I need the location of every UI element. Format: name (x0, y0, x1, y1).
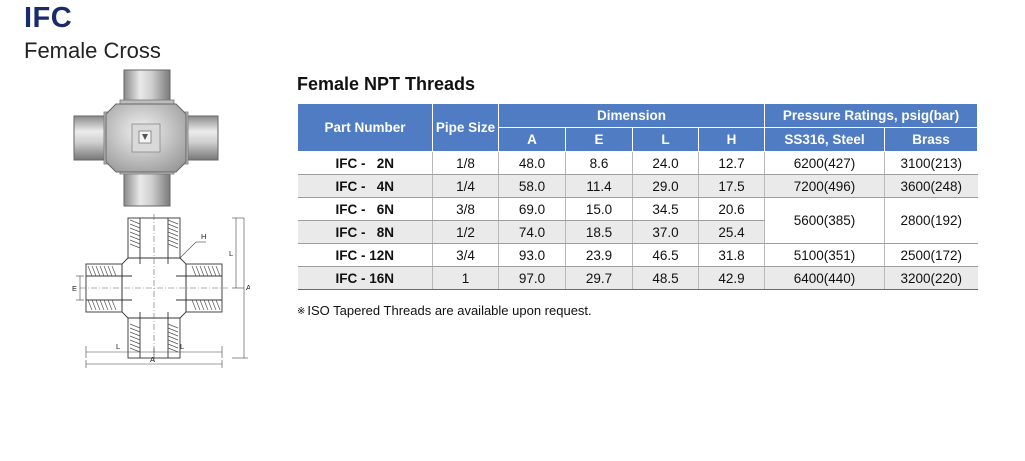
header-e: E (565, 127, 633, 152)
cell-pipe: 1 (432, 266, 499, 290)
cell-l: 37.0 (632, 220, 699, 244)
cell-brass: 2500(172) (884, 243, 978, 267)
cell-h: 20.6 (697, 197, 765, 221)
note-mark: ※ (297, 306, 306, 317)
cell-pipe: 3/8 (432, 197, 499, 221)
table-row: IFC - 4N 1/4 58.0 11.4 29.0 17.5 7200(49… (297, 174, 978, 198)
dim-label-h: H (201, 232, 206, 241)
table-row: IFC - 16N 1 97.0 29.7 48.5 42.9 6400(440… (297, 266, 978, 290)
cell-ss316: 6200(427) (764, 151, 885, 175)
section-title: Female NPT Threads (297, 74, 476, 94)
cell-pipe: 3/4 (432, 243, 499, 267)
cell-pipe: 1/8 (432, 151, 499, 175)
cell-part: IFC - 2N (297, 151, 433, 175)
product-code: IFC (24, 2, 73, 34)
table-row: IFC - 8N 1/2 74.0 18.5 37.0 25.4 (297, 220, 978, 244)
cell-part: IFC - 4N (297, 174, 433, 198)
cell-part: IFC - 8N (297, 220, 433, 244)
header-brass: Brass (884, 127, 979, 152)
cell-part: IFC - 12N (297, 243, 433, 267)
cell-a: 48.0 (498, 151, 566, 175)
cell-e: 29.7 (565, 266, 633, 290)
cell-e: 18.5 (565, 220, 633, 244)
header-dimension: Dimension (497, 103, 766, 128)
cell-e: 23.9 (565, 243, 633, 267)
cell-h: 31.8 (697, 243, 765, 267)
dim-label-l-left: L (116, 342, 120, 351)
table-row: IFC - 2N 1/8 48.0 8.6 24.0 12.7 6200(427… (297, 151, 978, 175)
spec-table: Part Number Pipe Size Dimension Pressure… (297, 103, 979, 290)
cell-l: 46.5 (632, 243, 699, 267)
header-pipe-size: Pipe Size (432, 103, 499, 152)
product-name: Female Cross (24, 38, 161, 63)
dim-label-l-vertical: L (229, 249, 233, 258)
cell-pipe: 1/2 (432, 220, 499, 244)
cell-part: IFC - 16N (297, 266, 433, 290)
dim-label-e: E (72, 284, 77, 293)
cell-part: IFC - 6N (297, 197, 433, 221)
header-l: L (632, 127, 699, 152)
cell-h: 42.9 (697, 266, 765, 290)
table-row: IFC - 6N 3/8 69.0 15.0 34.5 20.6 5600(38… (297, 197, 978, 244)
cell-h: 17.5 (697, 174, 765, 198)
cell-l: 48.5 (632, 266, 699, 290)
cell-a: 93.0 (498, 243, 566, 267)
dim-label-a-vertical: A (246, 283, 250, 292)
header-a: A (498, 127, 566, 152)
cell-ss316: 7200(496) (764, 174, 885, 198)
header-part-number: Part Number (297, 103, 433, 152)
cell-l: 24.0 (632, 151, 699, 175)
cell-h: 12.7 (697, 151, 765, 175)
cell-ss316: 6400(440) (764, 266, 885, 290)
cell-a: 69.0 (498, 197, 566, 221)
technical-drawing: H L A E L L A (72, 214, 250, 368)
cell-a: 74.0 (498, 220, 566, 244)
cell-ss316: 5100(351) (764, 243, 885, 267)
cell-brass: 3200(220) (884, 266, 978, 290)
cell-brass: 3600(248) (884, 174, 978, 198)
cell-e: 8.6 (565, 151, 633, 175)
dim-label-l-right: L (180, 342, 184, 351)
cell-brass: 3100(213) (884, 151, 978, 175)
cell-e: 11.4 (565, 174, 633, 198)
cell-brass-merged: 2800(192) (884, 197, 978, 244)
header-ss316: SS316, Steel (764, 127, 886, 152)
cell-pipe: 1/4 (432, 174, 499, 198)
dim-label-a-bottom: A (150, 355, 155, 364)
header-h: H (697, 127, 766, 152)
cell-e: 15.0 (565, 197, 633, 221)
cell-h: 25.4 (697, 220, 765, 244)
cell-a: 97.0 (498, 266, 566, 290)
header-pressure: Pressure Ratings, psig(bar) (764, 103, 979, 128)
table-row: IFC - 12N 3/4 93.0 23.9 46.5 31.8 5100(3… (297, 243, 978, 267)
product-photo (73, 69, 219, 207)
cell-a: 58.0 (498, 174, 566, 198)
cell-l: 34.5 (632, 197, 699, 221)
footnote: ※ ISO Tapered Threads are available upon … (297, 303, 592, 318)
cell-l: 29.0 (632, 174, 699, 198)
note-text: ISO Tapered Threads are available upon r… (307, 303, 592, 318)
cell-ss316-merged: 5600(385) (764, 197, 885, 244)
